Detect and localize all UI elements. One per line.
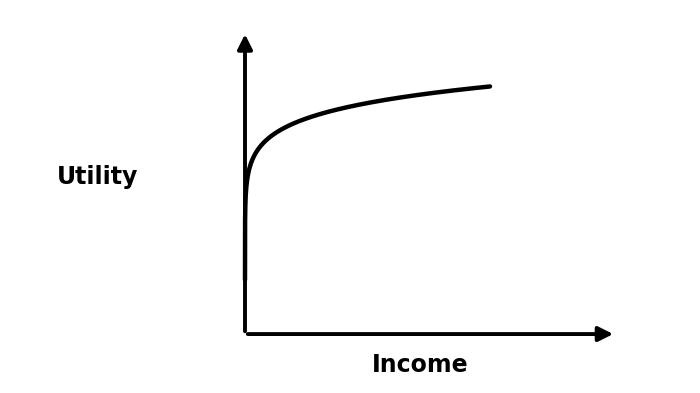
Text: Income: Income <box>372 353 468 377</box>
Text: Utility: Utility <box>57 165 139 189</box>
